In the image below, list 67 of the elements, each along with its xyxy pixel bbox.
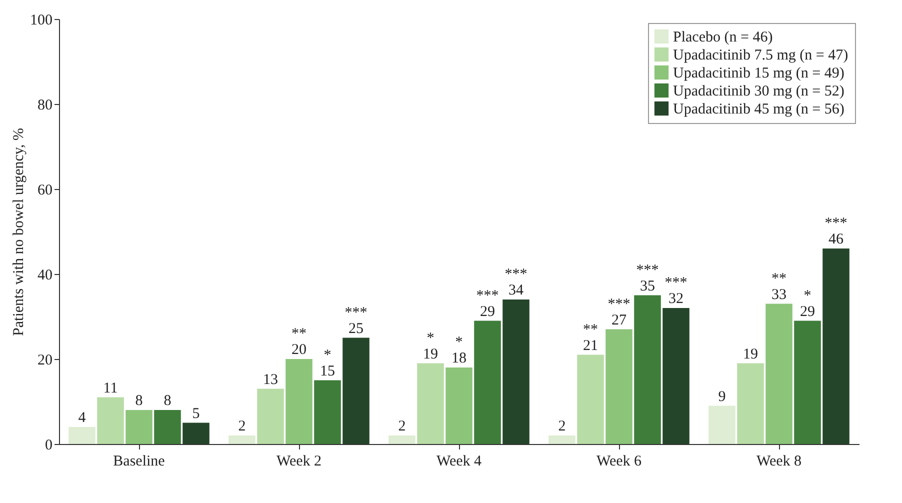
data-label: * 18 — [452, 334, 466, 366]
y-tick-label: 100 — [30, 12, 52, 28]
y-tick-label: 20 — [38, 352, 52, 368]
x-tick-label: Week 4 — [436, 454, 482, 470]
bar — [97, 397, 124, 444]
data-label: 19 — [743, 346, 758, 362]
data-label: 11 — [103, 380, 118, 396]
legend-label: Upadacitinib 45 mg (n = 56) — [673, 102, 844, 118]
bar — [342, 338, 370, 444]
x-tick-label: Week 2 — [276, 454, 322, 470]
data-label: 9 — [718, 388, 726, 405]
x-tick-label: Week 6 — [596, 454, 642, 470]
data-label: 5 — [192, 406, 200, 422]
bar — [606, 329, 632, 444]
bar — [634, 295, 661, 444]
bar — [474, 320, 501, 444]
data-label: 13 — [263, 372, 278, 388]
bar — [766, 304, 792, 444]
bar — [286, 359, 312, 444]
data-label: * 15 — [320, 347, 335, 380]
bar — [314, 380, 341, 444]
data-label: *** 25 — [344, 304, 368, 337]
data-label: *** 46 — [824, 216, 848, 248]
data-label: *** 34 — [504, 266, 528, 298]
bar — [257, 388, 284, 444]
bar — [228, 436, 256, 444]
bar — [126, 410, 152, 444]
bar — [662, 308, 690, 444]
bar — [794, 320, 821, 444]
data-label: 2 — [398, 418, 406, 434]
y-tick-label: 40 — [38, 268, 52, 284]
data-label: * 29 — [800, 288, 815, 320]
bar — [737, 363, 764, 444]
legend-label: Upadacitinib 30 mg (n = 52) — [673, 84, 844, 100]
data-label: ** 20 — [292, 326, 306, 358]
bar — [154, 410, 181, 444]
legend-label: Placebo (n = 46) — [673, 30, 773, 46]
y-tick-label: 60 — [38, 182, 52, 198]
bar — [577, 354, 604, 444]
data-label: *** 27 — [608, 296, 630, 328]
data-label: *** 29 — [476, 288, 499, 320]
data-label: ** 21 — [583, 322, 598, 354]
y-tick-label: 0 — [45, 438, 52, 454]
legend-label: Upadacitinib 7.5 mg (n = 47) — [673, 48, 848, 64]
data-label: ** 33 — [772, 270, 786, 303]
data-label: *** 32 — [664, 275, 688, 307]
bar — [446, 368, 472, 444]
x-tick-label: Baseline — [113, 454, 166, 470]
data-label: 2 — [238, 418, 246, 434]
bar — [388, 436, 416, 444]
x-tick-label: Week 8 — [756, 454, 802, 470]
bar — [417, 363, 444, 444]
bar — [68, 427, 96, 444]
bar — [548, 436, 576, 444]
bar — [182, 422, 210, 444]
data-label: 4 — [78, 410, 86, 426]
data-label: 2 — [558, 418, 566, 434]
bar — [502, 300, 530, 444]
data-label: *** 35 — [636, 262, 659, 294]
bar — [708, 406, 736, 444]
legend-label: Upadacitinib 15 mg (n = 49) — [673, 66, 844, 82]
data-label: * 19 — [423, 330, 438, 362]
data-label: 8 — [164, 393, 172, 409]
data-label: 8 — [135, 393, 143, 409]
y-axis-title: Patients with no bowel urgency, % — [11, 128, 27, 336]
bar — [822, 248, 850, 444]
y-tick-label: 80 — [38, 98, 52, 114]
